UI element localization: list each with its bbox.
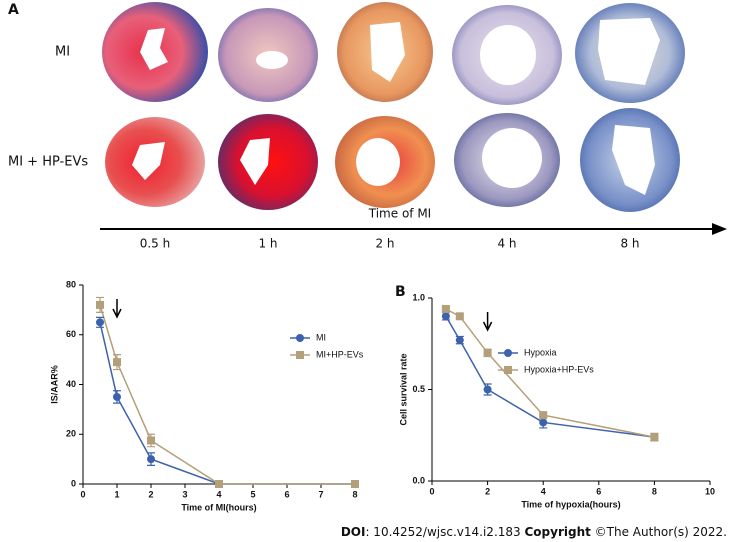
data-point (96, 300, 104, 309)
annotation-arrow (112, 299, 122, 319)
x-axis-label: Time of hypoxia(hours) (521, 499, 620, 509)
slice-cavity (240, 138, 270, 185)
x-tick-label: 2 (485, 486, 490, 496)
x-tick-label: 3 (182, 489, 187, 499)
data-point (147, 436, 155, 445)
data-point (650, 433, 659, 442)
data-point (539, 411, 548, 420)
data-point (113, 358, 121, 367)
x-tick-label: 0 (80, 489, 85, 499)
slice-cavity (356, 138, 400, 186)
data-point (351, 480, 359, 488)
row-label: MI (55, 45, 70, 60)
legend-marker (504, 366, 512, 374)
x-tick-label: 0 (429, 486, 434, 496)
heart-slices (102, 2, 685, 212)
data-point (113, 392, 121, 401)
legend-label: MI+HP-EVs (316, 349, 364, 359)
doi-label: DOI (341, 525, 366, 539)
y-axis-label: IS/AAR% (49, 365, 59, 404)
time-label: 0.5 h (140, 237, 171, 251)
slice-cavity (598, 18, 660, 85)
copyright-label: Copyright (524, 525, 591, 539)
legend-marker (296, 334, 304, 342)
legend-marker (504, 349, 512, 357)
y-tick-label: 0.5 (412, 384, 425, 394)
x-tick-label: 8 (652, 486, 657, 496)
panel-label: A (8, 2, 19, 18)
slice-cavity (480, 25, 536, 85)
y-axis-label: Cell survival rate (398, 353, 408, 425)
data-point (455, 312, 464, 321)
slice-cavity (140, 28, 168, 70)
x-tick-label: 1 (114, 489, 119, 499)
x-tick-label: 6 (596, 486, 601, 496)
x-tick-label: 4 (541, 486, 546, 496)
time-label: 8 h (620, 237, 639, 251)
x-tick-label: 6 (284, 489, 289, 499)
slice-cavity (132, 142, 165, 180)
annotation-arrow (482, 312, 493, 332)
series-line (445, 315, 655, 438)
y-tick-label: 60 (66, 329, 76, 339)
row-label: MI + HP-EVs (8, 155, 88, 170)
data-point (441, 312, 450, 321)
copyright: ©The Author(s) 2022. (591, 525, 727, 539)
slice-cavity (482, 128, 542, 188)
y-tick-label: 0 (71, 478, 76, 488)
data-point (455, 336, 464, 345)
legend-label: Hypoxia (524, 347, 557, 357)
time-label: 1 h (258, 237, 277, 251)
x-tick-label: 10 (705, 486, 715, 496)
x-tick-label: 8 (352, 489, 357, 499)
time-label: 2 h (375, 237, 394, 251)
y-tick-label: 20 (66, 429, 76, 439)
time-axis-label: Time of MI (368, 207, 431, 221)
legend-label: MI (316, 332, 326, 342)
time-label: 4 h (497, 237, 516, 251)
data-point (539, 418, 548, 427)
data-point (441, 304, 450, 313)
data-point (96, 318, 104, 327)
data-point (483, 348, 492, 357)
legend-marker (296, 351, 304, 359)
time-arrow-head (712, 223, 727, 235)
data-point (147, 455, 155, 464)
slice-cavity (370, 22, 405, 82)
x-tick-label: 7 (318, 489, 323, 499)
data-point (483, 385, 492, 394)
y-tick-label: 1.0 (412, 292, 425, 302)
footer: DOI: 10.4252/wjsc.v14.i2.183 Copyright ©… (341, 525, 727, 539)
legend-label: Hypoxia+HP-EVs (524, 364, 594, 374)
x-tick-label: 5 (250, 489, 255, 499)
data-point (215, 480, 223, 488)
x-axis-label: Time of MI(hours) (181, 502, 256, 512)
y-tick-label: 0.0 (412, 475, 425, 485)
slice-cavity (256, 51, 288, 69)
series-line (99, 322, 355, 485)
slice-cavity (612, 125, 655, 195)
x-tick-label: 2 (148, 489, 153, 499)
x-tick-label: 4 (216, 489, 221, 499)
panel-label: B (395, 284, 406, 300)
y-tick-label: 40 (66, 379, 76, 389)
y-tick-label: 80 (66, 279, 76, 289)
doi: : 10.4252/wjsc.v14.i2.183 (365, 525, 524, 539)
